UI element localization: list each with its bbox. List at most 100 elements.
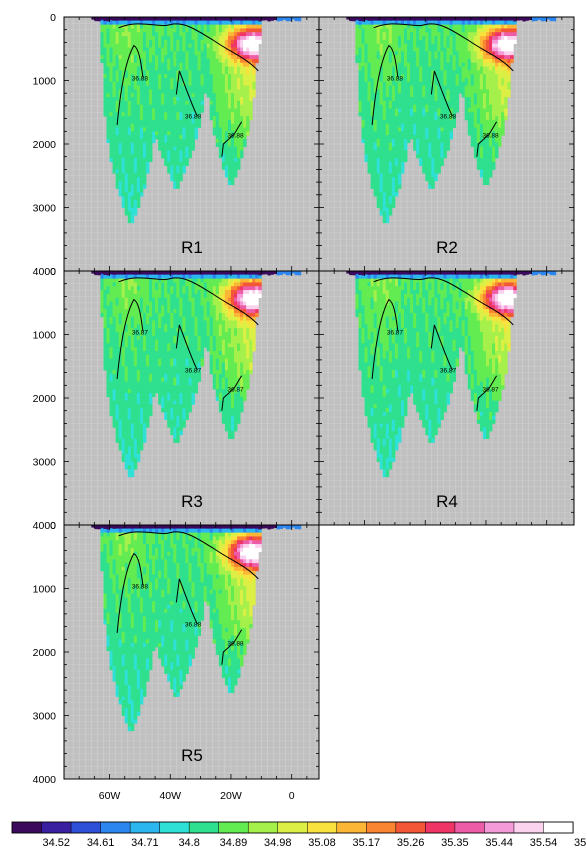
salinity-cell [149,154,153,159]
salinity-cell [142,62,147,67]
salinity-cell [416,123,420,128]
salinity-cell [507,66,511,71]
salinity-cell [173,119,177,125]
salinity-cell [419,62,423,67]
salinity-cell [136,157,141,163]
salinity-cell [379,108,384,113]
salinity-cell [230,142,235,147]
salinity-cell [215,123,220,128]
salinity-cell [127,331,132,337]
salinity-cell [443,55,447,60]
salinity-cell [133,173,138,178]
salinity-cell [388,150,393,155]
salinity-cell [410,70,414,75]
salinity-cell [489,138,493,144]
salinity-cell [422,24,426,29]
salinity-cell [485,93,490,98]
salinity-cell [215,28,220,33]
salinity-cell [130,312,135,318]
salinity-cell [115,293,120,299]
salinity-cell [188,81,192,86]
salinity-cell [501,116,505,121]
salinity-cell [206,89,211,94]
salinity-cell [367,43,372,48]
salinity-cell [139,24,144,29]
salinity-cell [230,20,235,26]
salinity-cell [440,51,444,56]
salinity-cell [227,55,232,60]
salinity-cell [127,316,132,321]
salinity-cell [185,32,189,37]
salinity-cell [410,108,414,113]
salinity-cell [410,112,414,117]
salinity-cell [495,112,499,117]
salinity-cell [437,97,441,102]
salinity-cell [243,116,247,121]
salinity-cell [124,373,129,379]
salinity-cell [455,20,460,26]
salinity-cell [407,100,411,106]
salinity-cell [130,377,135,382]
salinity-cell [370,28,375,33]
salinity-cell [224,150,229,155]
salinity-cell [227,24,232,29]
salinity-cell [364,135,368,140]
salinity-cell [230,62,235,67]
surface-cell [367,17,372,21]
salinity-cell [237,100,241,106]
salinity-cell [127,142,132,147]
salinity-cell [476,157,481,163]
salinity-cell [485,135,490,140]
salinity-cell [404,24,408,29]
salinity-cell [246,36,250,41]
salinity-cell [407,32,411,37]
salinity-cell [176,157,180,163]
salinity-cell [158,66,162,71]
salinity-cell [428,39,432,45]
salinity-cell [112,77,117,83]
salinity-cell [482,85,487,90]
salinity-cell [115,354,120,360]
salinity-cell [176,58,180,64]
salinity-cell [158,85,162,90]
salinity-cell [176,135,180,140]
salinity-cell [149,20,153,26]
salinity-cell [115,131,120,136]
salinity-cell [191,62,195,67]
salinity-cell [391,142,396,147]
salinity-cell [461,70,466,75]
salinity-cell [434,138,438,144]
salinity-cell [467,55,472,60]
salinity-cell [155,58,159,64]
salinity-cell [130,301,135,306]
salinity-cell [237,150,241,155]
salinity-cell [185,119,189,125]
salinity-cell [385,161,390,166]
salinity-cell [385,135,390,140]
salinity-cell [203,62,208,67]
salinity-cell [167,55,171,60]
salinity-cell [397,177,402,182]
surface-cell [461,17,466,21]
salinity-cell [376,20,381,26]
salinity-cell [203,39,208,45]
salinity-cell [152,104,156,109]
salinity-cell [464,74,469,79]
salinity-cell [482,165,487,170]
salinity-cell [179,123,183,128]
salinity-cell [139,119,144,125]
salinity-cell [158,127,162,132]
salinity-cell [170,146,174,151]
salinity-cell [115,173,120,178]
salinity-cell [164,112,168,117]
salinity-cell [194,51,198,56]
salinity-cell [176,146,180,151]
salinity-cell [215,116,220,121]
salinity-cell [373,192,378,197]
salinity-cell [209,108,214,113]
salinity-cell [391,196,396,201]
salinity-cell [385,138,390,144]
salinity-cell [385,211,390,216]
salinity-cell [355,36,359,41]
salinity-cell [127,192,132,197]
